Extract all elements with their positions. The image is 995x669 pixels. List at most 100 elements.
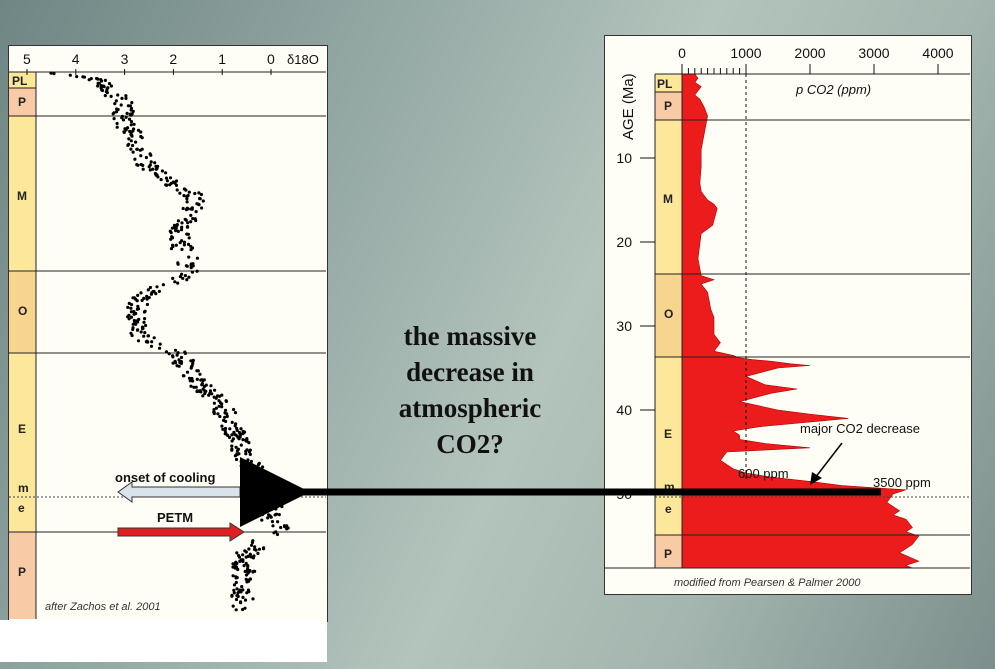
d18o-data-point <box>283 525 287 529</box>
d18o-data-point <box>274 485 279 490</box>
d18o-data-point <box>182 243 186 247</box>
d18o-data-point <box>185 232 189 236</box>
d18o-data-point <box>233 411 238 415</box>
right-epoch-band-pliocene <box>655 92 682 120</box>
d18o-data-point <box>256 487 260 491</box>
d18o-data-point <box>241 438 245 442</box>
petm-arrow <box>117 522 245 542</box>
d18o-data-point <box>220 405 224 409</box>
d18o-data-point <box>146 340 150 344</box>
epoch-band-paleocene <box>9 532 36 619</box>
d18o-data-point <box>144 155 148 160</box>
d18o-data-point <box>252 554 256 558</box>
d18o-data-point <box>126 305 130 309</box>
d18o-data-point <box>189 384 193 388</box>
d18o-data-point <box>171 361 175 365</box>
right-epoch-band-miocene <box>655 120 682 274</box>
right-epoch-band-pleistocene <box>655 74 682 92</box>
d18o-data-point <box>96 84 100 88</box>
d18o-data-point <box>190 206 194 210</box>
d18o-data-point <box>186 193 190 198</box>
d18o-data-point <box>195 389 199 394</box>
d18o-data-point <box>176 281 180 285</box>
d18o-data-point <box>136 293 140 297</box>
d18o-data-point <box>129 132 133 136</box>
d18o-data-point <box>122 130 126 134</box>
d18o-data-point <box>241 558 245 562</box>
d18o-data-point <box>143 331 147 335</box>
d18o-data-point <box>235 587 239 591</box>
d18o-data-point <box>146 288 150 292</box>
d18o-data-point <box>235 449 239 453</box>
d18o-data-point <box>131 326 135 330</box>
d18o-data-point <box>231 574 235 578</box>
d18o-data-point <box>141 167 145 171</box>
d18o-data-point <box>180 221 184 225</box>
d18o-data-point <box>127 137 131 141</box>
d18o-data-point <box>187 275 191 279</box>
d18o-data-point <box>139 134 143 139</box>
d18o-data-point <box>194 218 198 223</box>
epoch-label-pl: PL <box>12 74 27 88</box>
d18o-data-point <box>223 429 227 433</box>
d18o-data-point <box>114 110 119 114</box>
d18o-data-point <box>285 527 289 531</box>
d18o-data-point <box>149 344 154 348</box>
epoch-band-pleistocene <box>9 72 36 88</box>
d18o-data-point <box>256 469 260 473</box>
d18o-tick-label: 3 <box>121 51 129 67</box>
d18o-data-point <box>189 248 193 252</box>
d18o-data-point <box>204 389 208 393</box>
d18o-data-point <box>140 147 144 151</box>
d18o-data-point <box>239 427 243 431</box>
d18o-data-point <box>264 471 268 475</box>
d18o-data-point <box>266 504 270 508</box>
d18o-data-point <box>217 404 221 408</box>
d18o-data-point <box>234 575 238 579</box>
co2-area <box>681 73 920 569</box>
epoch-band-oligocene <box>9 271 36 353</box>
d18o-data-point <box>160 169 164 173</box>
d18o-data-point <box>245 439 249 443</box>
epoch-label-p: P <box>18 95 26 109</box>
d18o-data-point <box>194 210 198 214</box>
d18o-data-point <box>170 226 175 230</box>
d18o-data-point <box>127 313 131 317</box>
d18o-data-point <box>218 401 223 405</box>
d18o-data-point <box>174 229 178 233</box>
epoch-label-e-small: e <box>18 501 25 515</box>
d18o-data-point <box>52 72 56 76</box>
d18o-data-point <box>169 247 174 251</box>
d18o-data-point <box>142 320 146 324</box>
d18o-data-point <box>148 168 152 172</box>
d18o-data-point <box>237 555 242 559</box>
d18o-data-point <box>198 389 202 393</box>
d18o-data-point <box>243 459 247 463</box>
d18o-data-point <box>190 376 194 381</box>
center-line-1: the massive <box>403 321 537 351</box>
d18o-data-point <box>131 150 135 154</box>
d18o-data-point <box>175 188 179 192</box>
d18o-data-point <box>239 600 243 604</box>
d18o-data-point <box>242 564 246 568</box>
d18o-data-point <box>139 162 143 167</box>
onset-of-cooling-label: onset of cooling <box>115 470 215 485</box>
d18o-data-point <box>195 269 199 273</box>
d18o-tick-label: 5 <box>23 51 31 67</box>
d18o-data-point <box>199 192 203 197</box>
d18o-data-point <box>111 112 115 116</box>
d18o-data-point <box>178 241 182 245</box>
d18o-data-point <box>263 489 267 493</box>
d18o-data-point <box>232 432 236 436</box>
d18o-data-point <box>153 161 157 165</box>
right-epoch-label-pl: PL <box>657 77 672 91</box>
d18o-data-point <box>201 199 205 203</box>
d18o-data-point <box>231 604 235 608</box>
d18o-data-point <box>189 366 193 370</box>
d18o-data-point <box>145 294 149 298</box>
d18o-data-point <box>152 289 156 294</box>
d18o-data-point <box>244 561 248 566</box>
d18o-data-point <box>246 588 250 592</box>
age-tick-label: 20 <box>616 234 632 250</box>
d18o-data-point <box>139 130 143 134</box>
